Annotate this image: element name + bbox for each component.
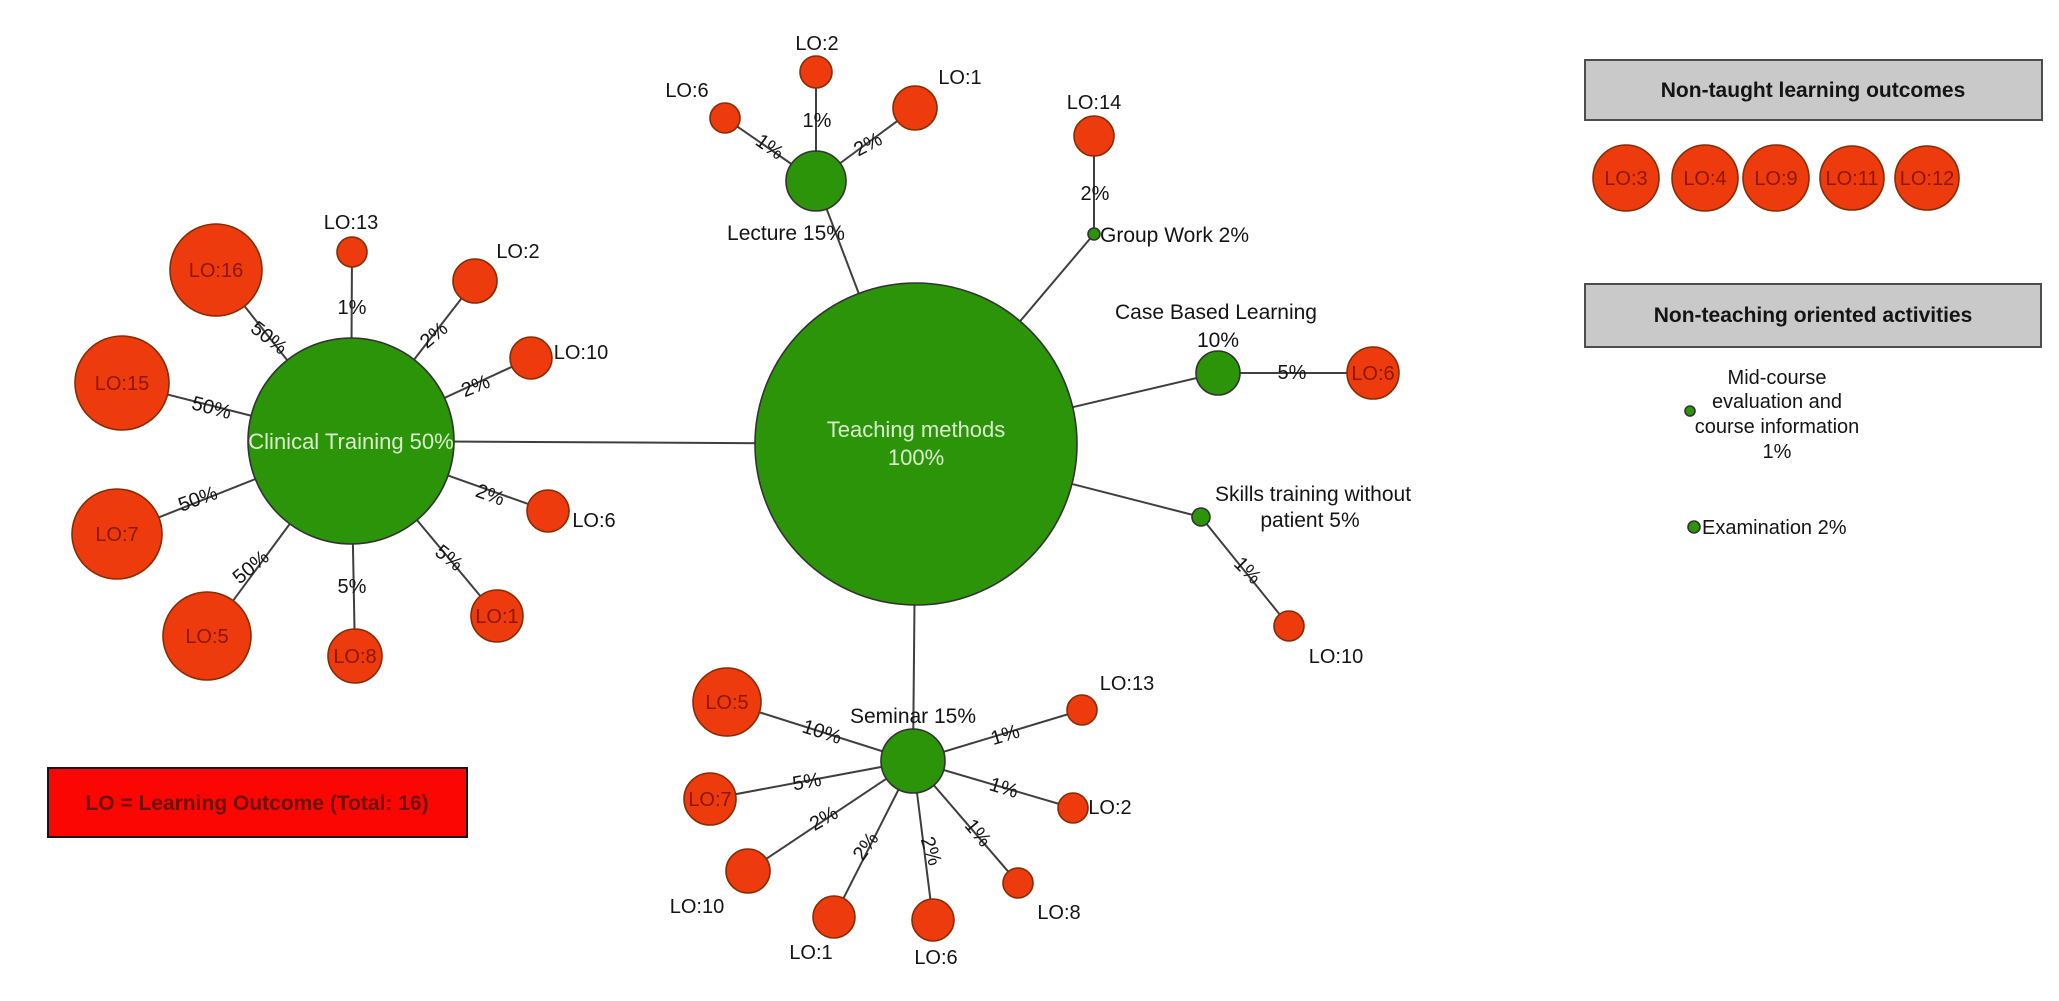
node-lo6-case-based	[1346, 346, 1400, 400]
lo13-clinical-label: LO:13	[324, 212, 378, 234]
lo12-legend-label: LO:12	[1900, 168, 1954, 190]
node-lo13-clinical	[336, 236, 368, 268]
lo5-seminar-label: LO:5	[705, 692, 748, 714]
edge-pct-clinical-lo13: 1%	[338, 297, 367, 319]
node-lo7-clinical	[71, 488, 163, 580]
lo5-clinical-label: LO:5	[185, 626, 228, 648]
examination-label: Examination 2%	[1702, 517, 1847, 539]
lo8-clinical-label: LO:8	[333, 646, 376, 668]
lo16-clinical-label: LO:16	[189, 260, 243, 282]
node-seminar	[880, 728, 946, 794]
lo13-seminar-label: LO:13	[1100, 673, 1154, 695]
lo15-clinical-label: LO:15	[95, 373, 149, 395]
legend-non-taught-title: Non-taught learning outcomes	[1661, 79, 1966, 102]
node-lo10-clinical	[509, 336, 553, 380]
lo11-legend-label: LO:11	[1826, 168, 1879, 190]
node-lo10-skills	[1273, 610, 1305, 642]
lo10-skills-label: LO:10	[1309, 646, 1363, 668]
lo14-label: LO:14	[1067, 92, 1121, 114]
lo2-clinical-label: LO:2	[496, 241, 539, 263]
node-lo16-clinical	[169, 223, 263, 317]
node-lo8-seminar	[1002, 867, 1034, 899]
node-group-work	[1087, 227, 1101, 241]
mid-course-line1: Mid-course	[1728, 367, 1827, 389]
node-lecture	[785, 150, 847, 212]
lecture-label: Lecture 15%	[727, 222, 845, 245]
case-based-label: Case Based Learning	[1115, 301, 1317, 324]
node-teaching-methods	[754, 282, 1078, 606]
node-examination-dot	[1687, 520, 1701, 534]
lo2-lecture-label: LO:2	[795, 33, 838, 55]
lo8-seminar-label: LO:8	[1037, 902, 1080, 924]
note-text: LO = Learning Outcome (Total: 16)	[85, 792, 428, 815]
node-lo4-legend	[1671, 144, 1739, 212]
group-work-label: Group Work 2%	[1100, 224, 1249, 247]
edge-pct-group-work-lo14: 2%	[1081, 183, 1110, 205]
node-lo2-clinical	[452, 258, 498, 304]
node-lo3-legend	[1592, 144, 1660, 212]
edge-pct-seminar-lo7: 5%	[791, 769, 824, 796]
clinical-training-title: Clinical Training 50%	[248, 429, 453, 454]
node-lo1-seminar	[812, 895, 856, 939]
node-lo2-lecture	[799, 55, 833, 89]
node-lo6-seminar	[911, 898, 955, 942]
node-lo15-clinical	[74, 335, 170, 431]
skills-label-line2: patient 5%	[1260, 509, 1359, 532]
skills-label-line1: Skills training without	[1215, 483, 1411, 506]
teaching-methods-title: Teaching methods	[827, 417, 1006, 442]
node-lo10-seminar	[725, 848, 771, 894]
node-lo1-clinical	[470, 589, 524, 643]
edge-seminar-lo10	[747, 760, 914, 872]
edge-pct-case-based-lo6: 5%	[1278, 362, 1307, 384]
lo6-clinical-label: LO:6	[572, 510, 615, 532]
edge-seminar-lo7	[709, 760, 914, 800]
node-lo6-clinical	[526, 489, 570, 533]
lo10-seminar-label: LO:10	[670, 896, 724, 918]
legend-non-teaching-box	[1584, 283, 2042, 348]
node-skills-training	[1191, 507, 1211, 527]
node-lo14-group-work	[1073, 115, 1115, 157]
mid-course-line2: evaluation and	[1712, 391, 1842, 413]
lo1-clinical-label: LO:1	[475, 606, 518, 628]
edge-pct-lecture-lo2: 1%	[803, 110, 832, 132]
lo1-seminar-label: LO:1	[789, 942, 832, 964]
seminar-label: Seminar 15%	[850, 705, 976, 728]
lo6-lecture-label: LO:6	[665, 80, 708, 102]
legend-non-teaching-title: Non-teaching oriented activities	[1654, 304, 1973, 327]
lo6-case-based-label: LO:6	[1351, 363, 1394, 385]
lo7-clinical-label: LO:7	[95, 524, 138, 546]
node-lo12-legend	[1894, 145, 1960, 211]
lo4-legend-label: LO:4	[1683, 168, 1726, 190]
lo7-seminar-label: LO:7	[688, 789, 731, 811]
node-lo7-seminar	[683, 772, 737, 826]
mid-course-line4: 1%	[1763, 441, 1792, 463]
note-box	[47, 767, 468, 838]
node-mid-course-dot	[1684, 405, 1696, 417]
lo3-legend-label: LO:3	[1604, 168, 1647, 190]
node-lo13-seminar	[1066, 694, 1098, 726]
mid-course-line3: course information	[1695, 416, 1860, 438]
node-lo2-seminar	[1057, 792, 1089, 824]
node-lo5-seminar	[692, 667, 762, 737]
node-lo9-legend	[1742, 144, 1810, 212]
node-lo11-legend	[1819, 145, 1885, 211]
node-case-based-learning	[1195, 350, 1241, 396]
node-clinical-training	[247, 337, 455, 545]
edge-skills-lo10	[1200, 516, 1290, 627]
node-lo6-lecture	[709, 102, 741, 134]
lo1-lecture-label: LO:1	[938, 67, 981, 89]
teaching-methods-pct: 100%	[888, 445, 944, 470]
node-lo8-clinical	[327, 628, 383, 684]
lo9-legend-label: LO:9	[1754, 168, 1797, 190]
node-lo5-clinical	[162, 591, 252, 681]
node-lo1-lecture	[892, 85, 938, 131]
lo6-seminar-label: LO:6	[914, 947, 957, 969]
edge-pct-clinical-lo8: 5%	[338, 576, 367, 598]
case-based-pct: 10%	[1197, 329, 1239, 352]
legend-non-taught-box	[1584, 59, 2043, 121]
lo2-seminar-label: LO:2	[1088, 797, 1131, 819]
lo10-clinical-label: LO:10	[554, 342, 608, 364]
